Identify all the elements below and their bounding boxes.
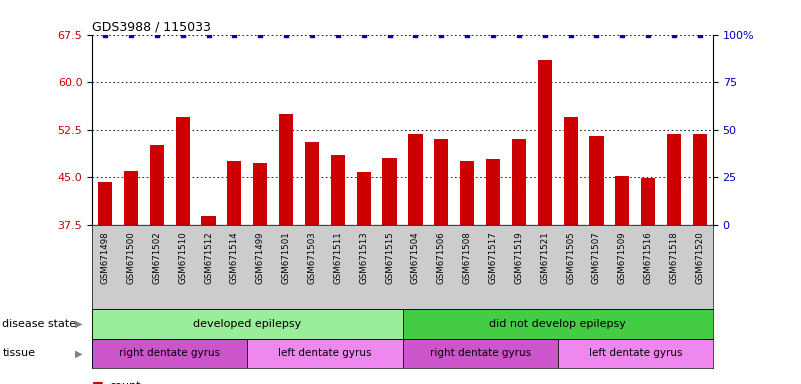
Text: GSM671516: GSM671516	[644, 232, 653, 284]
Point	[151, 31, 163, 38]
Point	[99, 31, 111, 38]
Bar	[557, 339, 713, 368]
Point	[228, 31, 241, 38]
Bar	[201, 217, 215, 225]
Bar	[486, 159, 500, 225]
Point	[332, 31, 344, 38]
Bar	[150, 146, 164, 225]
Bar	[382, 158, 396, 225]
Point	[513, 31, 525, 38]
Point	[280, 31, 292, 38]
Text: GSM671505: GSM671505	[566, 232, 575, 284]
Text: GSM671517: GSM671517	[489, 232, 497, 284]
Point	[461, 31, 473, 38]
Bar	[590, 136, 604, 225]
Text: GSM671502: GSM671502	[152, 232, 161, 284]
Point	[694, 31, 706, 38]
Text: GSM671507: GSM671507	[592, 232, 601, 284]
Text: right dentate gyrus: right dentate gyrus	[429, 348, 530, 359]
Text: GSM671518: GSM671518	[670, 232, 678, 284]
Point	[435, 31, 448, 38]
Text: ▶: ▶	[75, 319, 83, 329]
Bar	[124, 171, 138, 225]
Text: GSM671520: GSM671520	[695, 232, 704, 284]
Bar	[641, 179, 655, 225]
Bar	[667, 134, 681, 225]
Bar	[92, 339, 248, 368]
Point	[124, 31, 137, 38]
Bar	[98, 182, 112, 225]
Text: did not develop epilepsy: did not develop epilepsy	[489, 319, 626, 329]
Text: GSM671511: GSM671511	[333, 232, 342, 284]
Bar	[227, 161, 241, 225]
Bar	[409, 134, 423, 225]
Point	[409, 31, 422, 38]
Text: GSM671512: GSM671512	[204, 232, 213, 284]
Point	[383, 31, 396, 38]
Text: GSM671514: GSM671514	[230, 232, 239, 284]
Text: GSM671501: GSM671501	[282, 232, 291, 284]
Text: left dentate gyrus: left dentate gyrus	[278, 348, 372, 359]
Text: GSM671519: GSM671519	[514, 232, 523, 284]
Bar	[305, 142, 319, 225]
Text: GSM671521: GSM671521	[540, 232, 549, 284]
Bar	[403, 309, 713, 339]
Point	[202, 31, 215, 38]
Point	[305, 31, 318, 38]
Text: right dentate gyrus: right dentate gyrus	[119, 348, 220, 359]
Text: ■: ■	[92, 379, 104, 384]
Text: GSM671513: GSM671513	[359, 232, 368, 284]
Bar	[331, 155, 345, 225]
Text: ▶: ▶	[75, 348, 83, 359]
Point	[487, 31, 500, 38]
Point	[668, 31, 681, 38]
Text: disease state: disease state	[2, 319, 77, 329]
Bar	[248, 339, 402, 368]
Text: GSM671498: GSM671498	[101, 232, 110, 284]
Text: GSM671504: GSM671504	[411, 232, 420, 284]
Text: GSM671508: GSM671508	[463, 232, 472, 284]
Bar	[92, 309, 403, 339]
Text: GSM671500: GSM671500	[127, 232, 135, 284]
Text: count: count	[110, 381, 141, 384]
Bar	[615, 176, 630, 225]
Bar	[537, 60, 552, 225]
Bar	[403, 339, 557, 368]
Text: GSM671503: GSM671503	[308, 232, 316, 284]
Bar	[434, 139, 449, 225]
Bar	[356, 172, 371, 225]
Point	[176, 31, 189, 38]
Text: GSM671499: GSM671499	[256, 232, 265, 284]
Text: GSM671510: GSM671510	[178, 232, 187, 284]
Point	[538, 31, 551, 38]
Point	[590, 31, 603, 38]
Point	[616, 31, 629, 38]
Point	[357, 31, 370, 38]
Text: left dentate gyrus: left dentate gyrus	[589, 348, 682, 359]
Text: GSM671509: GSM671509	[618, 232, 627, 284]
Bar	[279, 114, 293, 225]
Point	[642, 31, 654, 38]
Text: GSM671506: GSM671506	[437, 232, 446, 284]
Bar	[693, 134, 707, 225]
Bar	[460, 161, 474, 225]
Bar	[253, 163, 268, 225]
Point	[564, 31, 577, 38]
Bar	[564, 117, 578, 225]
Text: developed epilepsy: developed epilepsy	[193, 319, 301, 329]
Bar	[512, 139, 526, 225]
Point	[254, 31, 267, 38]
Text: GDS3988 / 115033: GDS3988 / 115033	[92, 20, 211, 33]
Text: GSM671515: GSM671515	[385, 232, 394, 284]
Text: tissue: tissue	[2, 348, 35, 359]
Bar	[175, 117, 190, 225]
